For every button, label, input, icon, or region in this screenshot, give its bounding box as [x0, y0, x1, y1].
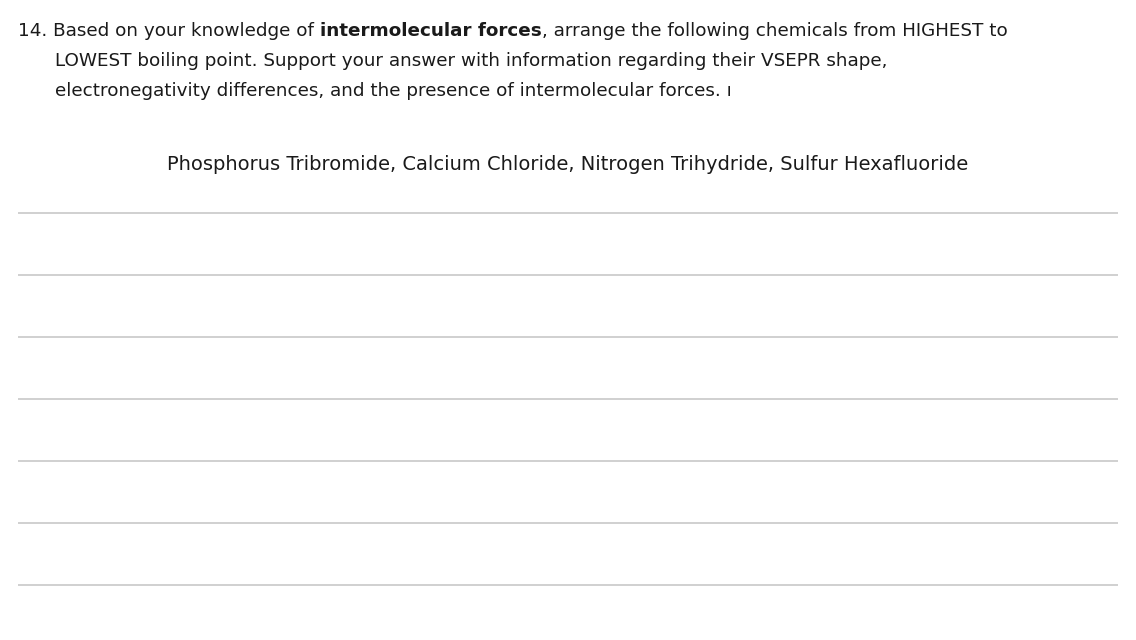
Text: electronegativity differences, and the presence of intermolecular forces. ı: electronegativity differences, and the p…: [55, 82, 732, 100]
Text: 14. Based on your knowledge of: 14. Based on your knowledge of: [18, 22, 319, 40]
Text: Phosphorus Tribromide, Calcium Chloride, Nitrogen Trihydride, Sulfur Hexafluorid: Phosphorus Tribromide, Calcium Chloride,…: [167, 155, 969, 174]
Text: LOWEST boiling point. Support your answer with information regarding their VSEPR: LOWEST boiling point. Support your answe…: [55, 52, 887, 70]
Text: intermolecular forces: intermolecular forces: [319, 22, 542, 40]
Text: , arrange the following chemicals from HIGHEST to: , arrange the following chemicals from H…: [542, 22, 1008, 40]
